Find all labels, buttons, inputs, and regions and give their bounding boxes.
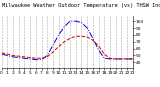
- Text: Milwaukee Weather Outdoor Temperature (vs) THSW Index per Hour (Last 24 Hours): Milwaukee Weather Outdoor Temperature (v…: [2, 3, 160, 8]
